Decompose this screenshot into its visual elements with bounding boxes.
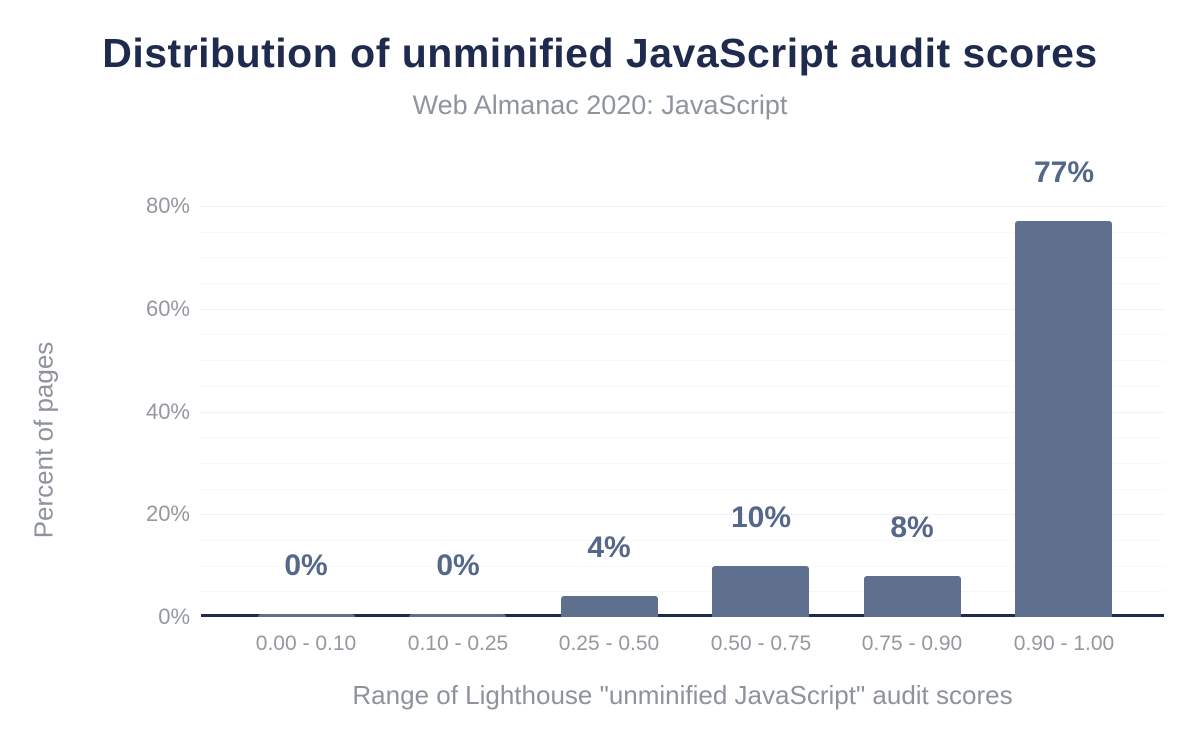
- minor-gridline: [201, 334, 1164, 335]
- bar-value-label: 77%: [1033, 156, 1095, 189]
- bar[interactable]: [409, 614, 506, 617]
- bar[interactable]: [864, 576, 961, 617]
- minor-gridline: [201, 463, 1164, 464]
- x-axis-tick-label: 0.10 - 0.25: [407, 632, 509, 655]
- bar-value-label: 0%: [284, 549, 328, 582]
- x-axis-tick-label: 0.50 - 0.75: [710, 632, 812, 655]
- minor-gridline: [201, 257, 1164, 258]
- bar-value-label: 8%: [890, 511, 934, 544]
- minor-gridline: [201, 591, 1164, 592]
- x-axis-tick-label: 0.00 - 0.10: [255, 632, 357, 655]
- minor-gridline: [201, 232, 1164, 233]
- x-axis-line: [201, 614, 1164, 617]
- bar-value-label: 10%: [730, 501, 792, 534]
- minor-gridline: [201, 283, 1164, 284]
- x-axis-tick-label: 0.75 - 0.90: [861, 632, 963, 655]
- minor-gridline: [201, 386, 1164, 387]
- minor-gridline: [201, 437, 1164, 438]
- y-axis-tick-label: 60%: [145, 296, 190, 321]
- bar[interactable]: [258, 614, 355, 617]
- chart-title: Distribution of unminified JavaScript au…: [102, 30, 1098, 76]
- y-axis-tick-label: 20%: [145, 501, 190, 526]
- bar[interactable]: [712, 566, 809, 617]
- x-axis-tick-label: 0.25 - 0.50: [558, 632, 660, 655]
- y-axis-title: Percent of pages: [28, 341, 59, 539]
- major-gridline: [201, 309, 1164, 310]
- y-axis-tick-label: 80%: [145, 193, 190, 218]
- chart-subtitle: Web Almanac 2020: JavaScript: [412, 90, 788, 120]
- minor-gridline: [201, 360, 1164, 361]
- minor-gridline: [201, 540, 1164, 541]
- bar-value-label: 4%: [587, 531, 631, 564]
- minor-gridline: [201, 566, 1164, 567]
- y-axis-tick-label: 0%: [158, 604, 190, 629]
- bar[interactable]: [561, 596, 658, 617]
- major-gridline: [201, 206, 1164, 207]
- y-axis-tick-label: 40%: [145, 399, 190, 424]
- x-axis-title: Range of Lighthouse "unminified JavaScri…: [352, 680, 1013, 710]
- major-gridline: [201, 514, 1164, 515]
- minor-gridline: [201, 489, 1164, 490]
- bar-value-label: 0%: [436, 549, 480, 582]
- major-gridline: [201, 412, 1164, 413]
- bar[interactable]: [1015, 221, 1112, 617]
- x-axis-tick-label: 0.90 - 1.00: [1013, 632, 1115, 655]
